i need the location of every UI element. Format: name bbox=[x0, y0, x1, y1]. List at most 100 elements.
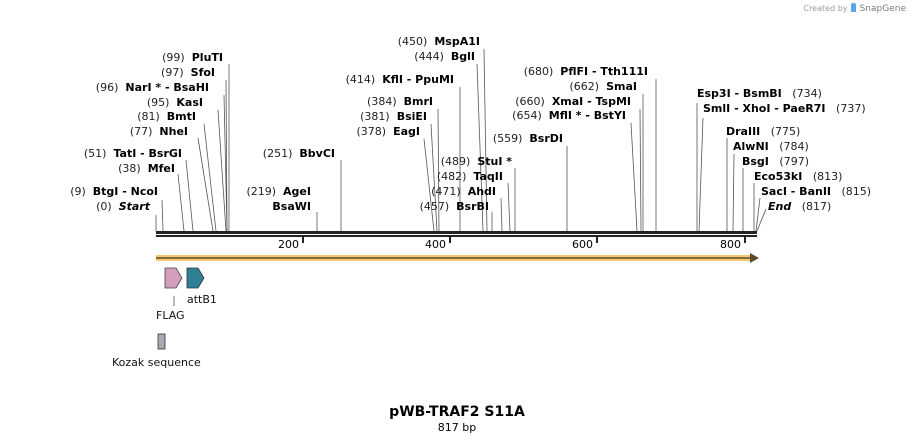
site-label-bsgi[interactable]: BsgI (797) bbox=[742, 155, 809, 168]
ruler-tick-label: 600 bbox=[572, 238, 593, 251]
site-label-btgi-ncoi[interactable]: (9) BtgI - NcoI bbox=[70, 185, 158, 198]
site-pos: (559) bbox=[492, 132, 523, 145]
site-pos: (97) bbox=[161, 66, 184, 79]
site-label-agei[interactable]: (219) AgeI bbox=[246, 185, 311, 198]
site-name: AgeI bbox=[283, 185, 311, 198]
site-pos: (734) bbox=[792, 87, 822, 100]
site-label-bgli[interactable]: (444) BglI bbox=[414, 50, 475, 63]
site-name: TatI - BsrGI bbox=[113, 147, 182, 160]
site-label-end[interactable]: End (817) bbox=[768, 200, 831, 213]
site-name: SfoI bbox=[190, 66, 215, 79]
site-name: KasI bbox=[176, 96, 203, 109]
site-name: PluTI bbox=[191, 51, 223, 64]
site-label-bsrbi[interactable]: (457) BsrBI bbox=[420, 200, 489, 213]
site-pos: (378) bbox=[356, 125, 387, 138]
site-pos: (414) bbox=[345, 73, 376, 86]
site-pos: (817) bbox=[801, 200, 832, 213]
site-label-draiii[interactable]: DraIII (775) bbox=[726, 125, 800, 138]
site-pos: (660) bbox=[515, 95, 545, 108]
site-name: BsaWI bbox=[272, 200, 311, 213]
site-label-pluti[interactable]: (99) PluTI bbox=[162, 51, 223, 64]
site-label-pflfi-tth111i[interactable]: (680) PflFI - Tth111I bbox=[524, 65, 648, 78]
site-pos: (99) bbox=[162, 51, 185, 64]
site-label-mspa1i[interactable]: (450) MspA1I bbox=[398, 35, 480, 48]
site-name: NheI bbox=[159, 125, 188, 138]
site-pos: (0) bbox=[96, 200, 112, 213]
site-pos: (489) bbox=[440, 155, 471, 168]
site-name: SmlI - XhoI - PaeR7I bbox=[703, 102, 826, 115]
site-label-saci-banii[interactable]: SacI - BanII (815) bbox=[761, 185, 871, 198]
site-label-tati-bsrgi[interactable]: (51) TatI - BsrGI bbox=[84, 147, 182, 160]
site-label-bsiei[interactable]: (381) BsiEI bbox=[360, 110, 427, 123]
site-label-xmai-tspmi[interactable]: (660) XmaI - TspMI bbox=[515, 95, 631, 108]
site-label-mfei[interactable]: (38) MfeI bbox=[118, 162, 175, 175]
site-pos: (482) bbox=[436, 170, 467, 183]
site-label-eco53ki[interactable]: Eco53kI (813) bbox=[754, 170, 842, 183]
site-name: Eco53kI bbox=[754, 170, 803, 183]
site-pos: (471) bbox=[431, 185, 461, 198]
site-label-mfli-bstyi[interactable]: (654) MflI * - BstYI bbox=[512, 109, 626, 122]
site-label-alwni[interactable]: AlwNI (784) bbox=[733, 140, 809, 153]
site-label-smai[interactable]: (662) SmaI bbox=[570, 80, 638, 93]
site-name: BmrI bbox=[403, 95, 433, 108]
site-label-nhei[interactable]: (77) NheI bbox=[130, 125, 188, 138]
site-pos: (813) bbox=[812, 170, 843, 183]
site-pos: (95) bbox=[146, 96, 170, 109]
site-name: Esp3I - BsmBI bbox=[697, 87, 782, 100]
site-label-eagi[interactable]: (378) EagI bbox=[357, 125, 421, 138]
site-name: PflFI - Tth111I bbox=[560, 65, 648, 78]
site-name: AlwNI bbox=[733, 140, 769, 153]
map-title: pWB-TRAF2 S11A bbox=[389, 404, 525, 420]
site-label-kasi[interactable]: (95) KasI bbox=[147, 96, 203, 109]
site-label-sfoi[interactable]: (97) SfoI bbox=[161, 66, 215, 79]
site-label-kfli-ppumi[interactable]: (414) KflI - PpuMI bbox=[346, 73, 454, 86]
feature-label-flag[interactable]: FLAG bbox=[156, 309, 185, 322]
site-pos: (219) bbox=[246, 185, 277, 198]
site-name: MfeI bbox=[147, 162, 175, 175]
site-pos: (662) bbox=[569, 80, 600, 93]
site-pos: (815) bbox=[841, 185, 872, 198]
site-name: End bbox=[768, 200, 792, 213]
ruler-ticks bbox=[302, 237, 746, 243]
site-label-start[interactable]: (0) Start bbox=[96, 200, 150, 213]
backbone-bottom bbox=[156, 235, 757, 237]
site-label-stui[interactable]: (489) StuI * bbox=[441, 155, 512, 168]
site-label-bmti[interactable]: (81) BmtI bbox=[137, 110, 196, 123]
map-length: 817 bp bbox=[437, 421, 477, 434]
feature-label-kozak[interactable]: Kozak sequence bbox=[112, 356, 201, 369]
backbone-top bbox=[156, 231, 757, 234]
site-label-smli-xhoi-paer7i[interactable]: SmlI - XhoI - PaeR7I (737) bbox=[703, 102, 866, 115]
site-label-taqii[interactable]: (482) TaqII bbox=[437, 170, 503, 183]
site-pos: (775) bbox=[770, 125, 801, 138]
site-label-bsawi[interactable]: BsaWI bbox=[272, 200, 311, 213]
snapgene-credit: Created by SnapGene bbox=[803, 3, 906, 14]
feature-label-attb1[interactable]: attB1 bbox=[187, 293, 217, 306]
site-name: BsiEI bbox=[396, 110, 427, 123]
site-label-bsrdi[interactable]: (559) BsrDI bbox=[493, 132, 563, 145]
site-label-bmri[interactable]: (384) BmrI bbox=[367, 95, 433, 108]
orf-arrow-head-icon bbox=[750, 253, 759, 263]
site-pos: (444) bbox=[414, 50, 444, 63]
site-name: AhdI bbox=[467, 185, 496, 198]
site-pos: (9) bbox=[70, 185, 86, 198]
site-pos: (251) bbox=[262, 147, 293, 160]
site-name: BtgI - NcoI bbox=[92, 185, 158, 198]
ruler-tick-label: 400 bbox=[425, 238, 446, 251]
site-pos: (381) bbox=[360, 110, 390, 123]
site-label-esp3i-bsmbi[interactable]: Esp3I - BsmBI (734) bbox=[697, 87, 822, 100]
site-pos: (654) bbox=[512, 109, 542, 122]
ruler-tick-label: 200 bbox=[278, 238, 299, 251]
site-pos: (384) bbox=[367, 95, 397, 108]
site-pos: (38) bbox=[118, 162, 141, 175]
site-connectors bbox=[155, 48, 767, 232]
credit-brand: SnapGene bbox=[859, 4, 906, 14]
site-name: BbvCI bbox=[299, 147, 335, 160]
site-name: MspA1I bbox=[434, 35, 480, 48]
site-name: TaqII bbox=[473, 170, 503, 183]
site-label-bbvci[interactable]: (251) BbvCI bbox=[263, 147, 335, 160]
site-label-ahdi[interactable]: (471) AhdI bbox=[431, 185, 496, 198]
site-pos: (51) bbox=[83, 147, 107, 160]
site-label-nari-bsahi[interactable]: (96) NarI * - BsaHI bbox=[96, 81, 209, 94]
attb1-feature-arrow-icon bbox=[186, 267, 205, 289]
